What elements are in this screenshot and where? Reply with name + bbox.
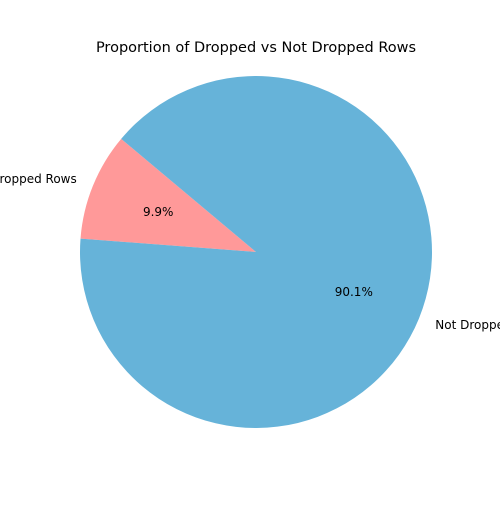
pie-labels: Dropped Rows 9.9% Not Dropped Rows 90.1% (0, 172, 500, 332)
slice-percent-1: 9.9% (143, 205, 174, 219)
pie-slices (79, 76, 432, 428)
slice-label-1: Dropped Rows (0, 172, 77, 186)
slice-percent-2: 90.1% (335, 285, 373, 299)
pie-slice-1 (80, 138, 256, 252)
chart-title: Proportion of Dropped vs Not Dropped Row… (96, 40, 416, 56)
slice-label-2: Not Dropped Rows (435, 318, 500, 332)
pie-slice-2 (79, 76, 432, 428)
